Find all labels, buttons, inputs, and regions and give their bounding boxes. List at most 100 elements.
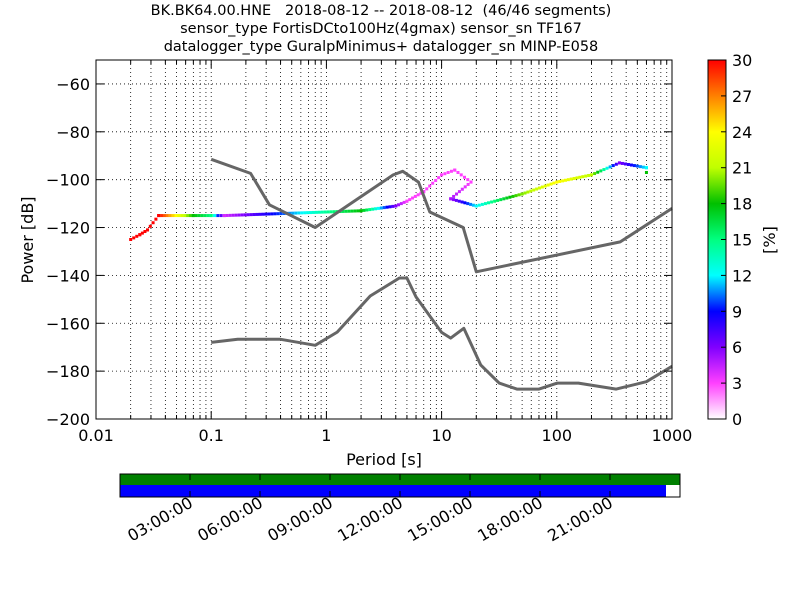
y-tick-label: −140 bbox=[46, 266, 90, 285]
psd-density-cell bbox=[428, 184, 432, 188]
psd-density-cell bbox=[453, 168, 457, 172]
psd-density-cell bbox=[362, 208, 366, 212]
psd-density-cell bbox=[614, 162, 618, 166]
psd-density-cell bbox=[431, 181, 435, 185]
psd-density-cell bbox=[425, 187, 429, 191]
x-tick-label: 1 bbox=[321, 426, 331, 445]
psd-density-cell bbox=[194, 214, 198, 218]
psd-density-cell bbox=[353, 209, 357, 213]
psd-density-cell bbox=[209, 214, 213, 218]
psd-density-cell bbox=[162, 214, 166, 218]
psd-density-cell bbox=[306, 211, 310, 215]
psd-density-cell bbox=[644, 170, 648, 174]
psd-density-cell bbox=[638, 165, 642, 169]
psd-density-cell bbox=[273, 212, 277, 216]
psd-density-cell bbox=[641, 165, 645, 169]
psd-density-cell bbox=[517, 193, 521, 197]
psd-density-cell bbox=[602, 168, 606, 172]
psd-density-cell bbox=[552, 181, 556, 185]
psd-density-cell bbox=[341, 209, 345, 213]
colorbar-tick-label: 3 bbox=[732, 374, 742, 393]
psd-density-cell bbox=[264, 212, 268, 216]
psd-density-cell bbox=[455, 192, 459, 196]
noise-model-line-nlnm bbox=[211, 276, 673, 391]
psd-density-cell bbox=[457, 190, 461, 194]
psd-density-cell bbox=[523, 191, 527, 195]
psd-density-cell bbox=[629, 163, 633, 167]
psd-density-cell bbox=[623, 162, 627, 166]
timeline: 03:00:0006:00:0009:00:0012:00:0015:00:00… bbox=[119, 473, 681, 545]
x-tick-label: 10 bbox=[431, 426, 451, 445]
psd-density-cell bbox=[459, 173, 463, 177]
psd-density-cell bbox=[138, 233, 142, 237]
psd-density-cell bbox=[191, 214, 195, 218]
psd-density-cell bbox=[160, 214, 164, 218]
y-tick-label: −100 bbox=[46, 171, 90, 190]
timeline-tick-label: 03:00:00 bbox=[124, 493, 196, 545]
psd-density-cell bbox=[413, 194, 417, 198]
psd-density-cell bbox=[303, 211, 307, 215]
colorbar-tick-label: 6 bbox=[732, 338, 742, 357]
psd-density-cell bbox=[644, 166, 648, 170]
psd-density-cell bbox=[529, 189, 533, 193]
psd-density-cell bbox=[558, 179, 562, 183]
psd-density-cell bbox=[452, 194, 456, 198]
psd-density-cell bbox=[462, 175, 466, 179]
noise-model-lines bbox=[210, 157, 673, 391]
chart-title-line-1: BK.BK64.00.HNE 2018-08-12 -- 2018-08-12 … bbox=[150, 3, 612, 19]
psd-density-cell bbox=[276, 212, 280, 216]
psd-density-cell bbox=[480, 202, 484, 206]
psd-density-cell bbox=[148, 224, 152, 228]
psd-density-cell bbox=[620, 161, 624, 165]
psd-density-cell bbox=[457, 199, 461, 203]
psd-density-cell bbox=[376, 206, 380, 210]
psd-density-cell bbox=[323, 210, 327, 214]
noise-model-line-nhnm bbox=[210, 157, 673, 274]
psd-density-cell bbox=[197, 214, 201, 218]
psd-density-cell bbox=[483, 202, 487, 206]
psd-density-cell bbox=[589, 173, 593, 177]
psd-density-cell bbox=[225, 213, 229, 217]
psd-density-cell bbox=[422, 190, 426, 194]
psd-density-cell bbox=[203, 214, 207, 218]
psd-density-cell bbox=[168, 214, 172, 218]
psd-density-cell bbox=[140, 231, 144, 235]
psd-density-cell bbox=[463, 201, 467, 205]
psd-density-cell bbox=[332, 210, 336, 214]
psd-density-cell bbox=[243, 213, 247, 217]
psd-density-cell bbox=[463, 185, 467, 189]
psd-density-cell bbox=[368, 208, 372, 212]
psd-density-cell bbox=[320, 210, 324, 214]
psd-density-cell bbox=[599, 169, 603, 173]
psd-density-cell bbox=[543, 184, 547, 188]
psd-density-cell bbox=[511, 194, 515, 198]
psd-density-cell bbox=[314, 210, 318, 214]
psd-density-cell bbox=[474, 204, 478, 208]
timeline-tick-label: 15:00:00 bbox=[404, 493, 476, 545]
timeline-tick-label: 12:00:00 bbox=[334, 493, 406, 545]
psd-density-cell bbox=[359, 209, 363, 213]
psd-density-cell bbox=[255, 212, 259, 216]
psd-density-cell bbox=[382, 206, 386, 210]
psd-density-cell bbox=[626, 163, 630, 167]
psd-density-cell bbox=[344, 209, 348, 213]
x-tick-label: 100 bbox=[542, 426, 573, 445]
psd-density-cell bbox=[237, 213, 241, 217]
psd-density-cell bbox=[385, 205, 389, 209]
chart-title-line-2: sensor_type FortisDCto100Hz(4gmax) senso… bbox=[180, 21, 582, 37]
timeline-psd-bar bbox=[120, 485, 666, 497]
psd-density-cell bbox=[219, 214, 223, 218]
timeline-tick-label: 06:00:00 bbox=[194, 493, 266, 545]
psd-density-cell bbox=[246, 213, 250, 217]
psd-density-cell bbox=[505, 196, 509, 200]
psd-density-cell bbox=[267, 212, 271, 216]
psd-density-cell bbox=[563, 178, 567, 182]
psd-density-cell bbox=[490, 200, 494, 204]
y-tick-label: −60 bbox=[56, 75, 90, 94]
colorbar-tick-label: 21 bbox=[732, 159, 752, 178]
timeline-tick-label: 09:00:00 bbox=[264, 493, 336, 545]
x-axis-ticks: 0.01 0.1 1 10 100 1000 bbox=[78, 60, 692, 445]
psd-density-cell bbox=[437, 176, 441, 180]
psd-density-cell bbox=[446, 170, 450, 174]
psd-density-cell bbox=[180, 214, 184, 218]
